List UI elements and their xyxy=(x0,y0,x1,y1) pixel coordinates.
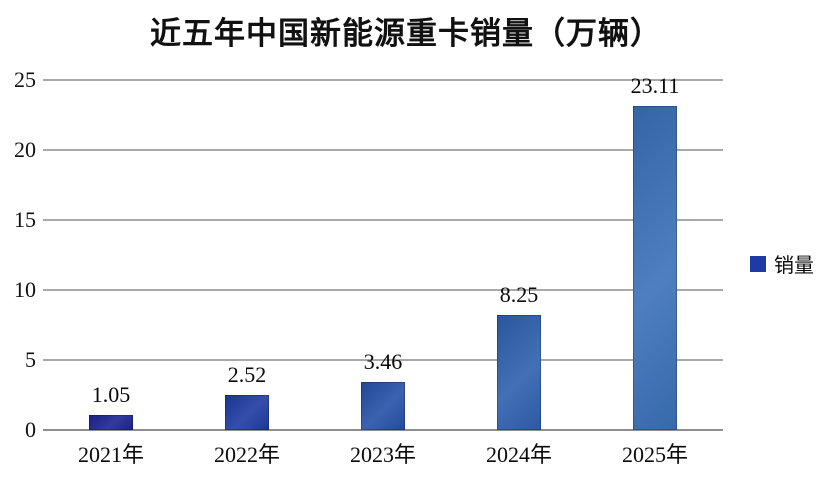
legend-swatch-icon xyxy=(750,255,766,272)
y-tick-label: 5 xyxy=(25,347,36,372)
x-category-label: 2022年 xyxy=(213,442,280,467)
bar-value-label: 1.05 xyxy=(91,382,131,408)
bar-value-label: 23.11 xyxy=(630,73,680,99)
gridline xyxy=(43,79,723,81)
x-category-label: 2023年 xyxy=(349,442,416,467)
bar xyxy=(633,106,677,430)
chart-title: 近五年中国新能源重卡销量（万辆） xyxy=(150,16,662,51)
y-tick-label: 0 xyxy=(25,417,36,442)
bar-value-label: 8.25 xyxy=(499,281,539,307)
bar xyxy=(497,314,541,430)
bar-value-label: 2.52 xyxy=(227,361,267,387)
x-category-label: 2025年 xyxy=(621,442,688,467)
y-tick-label: 15 xyxy=(14,207,36,232)
y-tick-label: 10 xyxy=(14,277,36,302)
y-tick-label: 20 xyxy=(14,137,36,162)
bar xyxy=(89,415,133,430)
x-category-label: 2024年 xyxy=(485,442,552,467)
gridline xyxy=(43,219,723,221)
bar xyxy=(225,394,269,430)
gridline xyxy=(43,149,723,151)
gridline xyxy=(43,359,723,361)
legend: 销量 xyxy=(750,249,814,278)
bar xyxy=(361,381,405,430)
y-tick-label: 25 xyxy=(14,67,36,92)
bar-value-label: 3.46 xyxy=(363,348,403,374)
x-axis-line xyxy=(43,429,723,431)
legend-label: 销量 xyxy=(774,255,814,277)
x-category-label: 2021年 xyxy=(77,442,144,467)
gridline xyxy=(43,289,723,291)
